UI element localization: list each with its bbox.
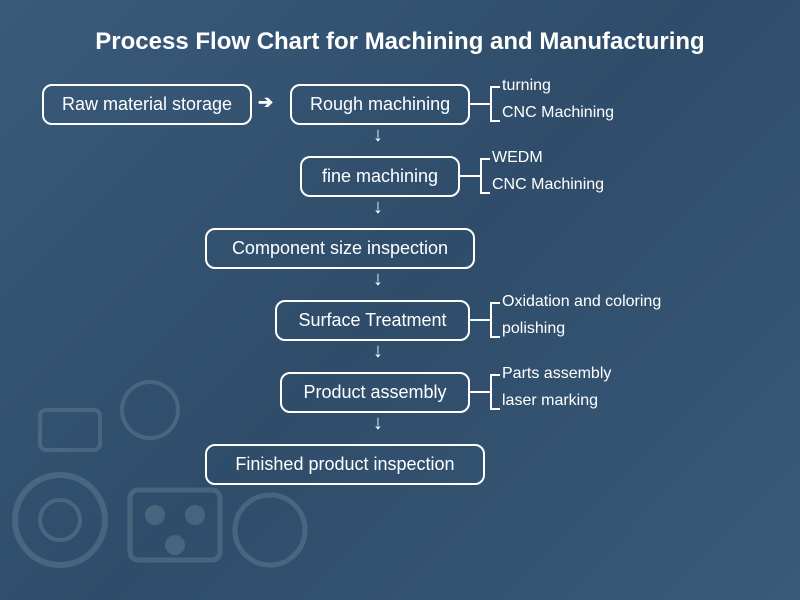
flow-node-label: Raw material storage bbox=[62, 94, 232, 114]
flow-node-label: Product assembly bbox=[303, 382, 446, 402]
side-bracket-2 bbox=[490, 302, 500, 338]
flow-arrow-right-0: ➔ bbox=[258, 92, 273, 113]
flow-arrow-down-4: ↓ bbox=[373, 340, 383, 363]
side-connector-1 bbox=[460, 175, 480, 177]
flow-node-n4: Component size inspection bbox=[205, 228, 475, 269]
flow-node-n1: Raw material storage bbox=[42, 84, 252, 125]
flow-node-label: fine machining bbox=[322, 166, 438, 186]
flow-node-label: Finished product inspection bbox=[235, 454, 454, 474]
flow-node-label: Rough machining bbox=[310, 94, 450, 114]
flow-chart: Raw material storage Rough machining fine … bbox=[0, 74, 800, 594]
flow-arrow-down-3: ↓ bbox=[373, 268, 383, 291]
side-item-2-1: polishing bbox=[502, 320, 565, 338]
side-bracket-1 bbox=[480, 158, 490, 194]
flow-node-n6: Product assembly bbox=[280, 372, 470, 413]
flow-node-n2: Rough machining bbox=[290, 84, 470, 125]
side-item-3-1: laser marking bbox=[502, 392, 598, 410]
flow-arrow-down-5: ↓ bbox=[373, 412, 383, 435]
side-bracket-0 bbox=[490, 86, 500, 122]
side-item-2-0: Oxidation and coloring bbox=[502, 293, 661, 311]
flow-arrow-down-1: ↓ bbox=[373, 124, 383, 147]
side-item-0-0: turning bbox=[502, 77, 551, 95]
side-item-1-0: WEDM bbox=[492, 149, 543, 167]
flow-node-label: Surface Treatment bbox=[298, 310, 446, 330]
side-item-0-1: CNC Machining bbox=[502, 104, 614, 122]
chart-title: Process Flow Chart for Machining and Man… bbox=[0, 0, 800, 56]
side-item-3-0: Parts assembly bbox=[502, 365, 611, 383]
side-connector-3 bbox=[470, 391, 490, 393]
flow-node-n3: fine machining bbox=[300, 156, 460, 197]
flow-node-n5: Surface Treatment bbox=[275, 300, 470, 341]
side-connector-0 bbox=[470, 103, 490, 105]
flow-arrow-down-2: ↓ bbox=[373, 196, 383, 219]
side-connector-2 bbox=[470, 319, 490, 321]
flow-node-n7: Finished product inspection bbox=[205, 444, 485, 485]
side-item-1-1: CNC Machining bbox=[492, 176, 604, 194]
flow-node-label: Component size inspection bbox=[232, 238, 448, 258]
side-bracket-3 bbox=[490, 374, 500, 410]
